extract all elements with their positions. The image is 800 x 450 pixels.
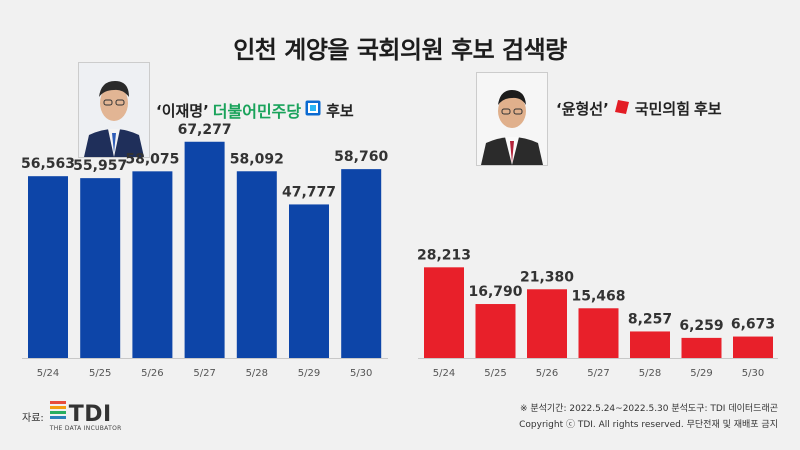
data-label: 67,277 (178, 122, 232, 138)
copyright: Copyright ⓒ TDI. All rights reserved. 무단… (519, 420, 778, 430)
data-label: 47,777 (282, 184, 336, 200)
x-tick-label: 5/25 (89, 368, 111, 379)
bar (236, 171, 277, 358)
data-label: 6,259 (679, 318, 723, 334)
data-label: 56,563 (21, 156, 75, 172)
bar (578, 308, 619, 358)
x-tick-label: 5/28 (246, 368, 268, 379)
tdi-logo-text: TDI (68, 401, 112, 427)
bar (733, 336, 773, 358)
x-tick-label: 5/30 (350, 368, 372, 379)
bar (424, 267, 464, 358)
candidate-name: ‘이재명’ (156, 101, 209, 120)
x-tick-label: 5/27 (193, 368, 215, 379)
data-label: 58,760 (334, 149, 388, 165)
source-label: 자료: (22, 413, 44, 424)
data-label: 28,213 (417, 247, 471, 263)
source-block: 자료: TDI THE DATA INCUBATOR (22, 401, 122, 432)
bar (289, 204, 329, 358)
data-label: 8,257 (628, 311, 672, 327)
chart-1: 56,563 5/24 55,957 5/25 58,075 5/26 67,277 5/27… (21, 122, 388, 379)
candidate-label-lee: ‘이재명’ 더불어민주당 후보 (156, 98, 354, 122)
x-tick-label: 5/29 (298, 368, 320, 379)
x-tick-label: 5/26 (536, 368, 558, 379)
bar (681, 337, 722, 358)
x-tick-label: 5/30 (742, 368, 764, 379)
footer-notes: ※ 분석기간: 2022.5.24~2022.5.30 분석도구: TDI 데이… (519, 401, 778, 433)
bar (475, 304, 516, 358)
bar (527, 289, 567, 358)
candidate-label-yoon: ‘윤형선’ 국민의힘 후보 (556, 98, 722, 119)
candidate-suffix: 후보 (694, 100, 722, 118)
x-tick-label: 5/25 (484, 368, 506, 379)
data-label: 16,790 (468, 284, 522, 300)
x-tick-label: 5/28 (639, 368, 661, 379)
bar (630, 331, 670, 358)
x-tick-label: 5/29 (690, 368, 712, 379)
bar (80, 178, 121, 358)
party-name-democratic: 더불어민주당 (212, 102, 302, 121)
data-label: 58,092 (230, 151, 284, 167)
bar (341, 169, 382, 358)
x-tick-label: 5/24 (37, 368, 59, 379)
x-tick-label: 5/24 (433, 368, 455, 379)
party-name-ppp: 국민의힘 (634, 100, 690, 118)
x-tick-label: 5/27 (587, 368, 609, 379)
chart-title: 인천 계양을 국회의원 후보 검색량 (233, 36, 567, 64)
tdi-logo-icon (49, 401, 68, 427)
bar (184, 141, 225, 358)
bar (132, 171, 173, 358)
data-label: 58,075 (125, 151, 179, 167)
data-label: 55,957 (73, 158, 127, 174)
democratic-party-logo-icon (305, 100, 321, 120)
people-power-party-logo-icon (614, 99, 630, 119)
candidate-suffix: 후보 (326, 101, 354, 120)
tdi-logo-subtext: THE DATA INCUBATOR (49, 425, 122, 432)
candidate-photo-lee (78, 62, 150, 158)
tdi-logo: TDI THE DATA INCUBATOR (49, 401, 122, 432)
data-label: 6,673 (731, 317, 775, 333)
x-tick-label: 5/26 (141, 368, 163, 379)
candidate-photo-yoon (476, 72, 548, 166)
data-label: 15,468 (571, 288, 625, 304)
analysis-period: ※ 분석기간: 2022.5.24~2022.5.30 분석도구: TDI 데이… (519, 404, 778, 414)
chart-2: 28,213 5/24 16,790 5/25 21,380 5/26 15,468 5/27… (417, 247, 778, 379)
data-label: 21,380 (520, 269, 574, 285)
candidate-name: ‘윤형선’ (556, 100, 609, 118)
bar (28, 176, 68, 358)
